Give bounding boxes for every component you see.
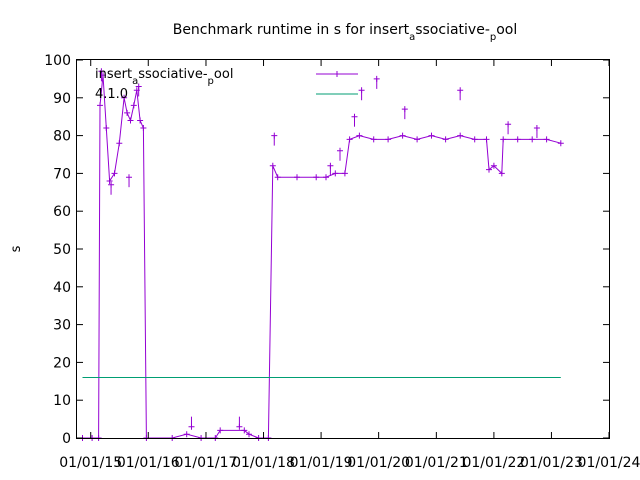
series-1-point-7 bbox=[111, 170, 118, 177]
y-tick-label-100: 100 bbox=[44, 53, 71, 69]
series-1-point-12 bbox=[130, 102, 137, 109]
series-1-point-40 bbox=[442, 136, 449, 143]
y-tick-label-10: 10 bbox=[53, 393, 71, 409]
legend-label-series-2: 4.1.0 bbox=[95, 87, 128, 102]
x-tick-label-01-01-19: 01/01/19 bbox=[290, 455, 353, 471]
x-tick-label-01-01-15: 01/01/15 bbox=[59, 455, 122, 471]
chart-title: Benchmark runtime in s for insertassocia… bbox=[173, 22, 518, 43]
x-tick-label-01-01-17: 01/01/17 bbox=[175, 455, 238, 471]
series-1-point-9 bbox=[121, 94, 128, 101]
y-tick-label-40: 40 bbox=[53, 280, 71, 296]
y-tick-label-30: 30 bbox=[53, 318, 71, 334]
x-tick-label-01-01-22: 01/01/22 bbox=[462, 455, 525, 471]
y-tick-label-90: 90 bbox=[53, 91, 71, 107]
series-1-point-44 bbox=[486, 166, 492, 173]
series-1-point-50 bbox=[543, 136, 550, 143]
series-1-point-46 bbox=[498, 170, 505, 177]
series-1-point-22 bbox=[241, 427, 248, 434]
series-1-point-5 bbox=[103, 125, 110, 131]
chart-title-sub2: p bbox=[490, 32, 496, 43]
legend-label-series-1: insertassociative-pool bbox=[95, 67, 233, 87]
y-tick-label-70: 70 bbox=[53, 166, 71, 182]
series-1-point-10 bbox=[124, 109, 131, 116]
series-1-point-3 bbox=[97, 102, 103, 109]
series-1-point-15 bbox=[140, 125, 147, 131]
series-1-point-29 bbox=[313, 174, 320, 181]
x-tick-label-01-01-20: 01/01/20 bbox=[347, 455, 410, 471]
x-tick-label-01-01-18: 01/01/18 bbox=[232, 455, 295, 471]
chart-title-mid: ssociative- bbox=[415, 22, 490, 38]
series-1-point-42 bbox=[471, 136, 478, 143]
series-1-point-21 bbox=[217, 427, 224, 434]
y-axis-ticks: 0 10 20 30 40 50 60 70 80 90 100 bbox=[44, 53, 609, 447]
series-1-point-28 bbox=[294, 174, 300, 181]
series-1-point-36 bbox=[385, 136, 392, 143]
series-1-point-47 bbox=[500, 136, 507, 143]
series-1-point-27 bbox=[274, 174, 281, 181]
x-axis-ticks: 01/01/1501/01/1601/01/1701/01/1801/01/19… bbox=[59, 60, 640, 471]
series-1-point-39 bbox=[428, 132, 435, 139]
x-tick-label-01-01-16: 01/01/16 bbox=[117, 455, 180, 471]
chart-title-tail: ool bbox=[496, 22, 517, 38]
series-1-point-11 bbox=[127, 117, 134, 124]
x-tick-label-01-01-24: 01/01/24 bbox=[578, 455, 640, 471]
series-1-point-51 bbox=[557, 140, 564, 147]
y-tick-label-80: 80 bbox=[53, 129, 71, 145]
series-1-point-34 bbox=[356, 132, 363, 139]
series-1-point-8 bbox=[116, 140, 123, 147]
legend-marker-series-1 bbox=[334, 71, 340, 77]
plot-area bbox=[79, 68, 564, 441]
series-1-point-49 bbox=[529, 136, 536, 143]
series-1-point-45 bbox=[490, 162, 497, 169]
y-tick-label-0: 0 bbox=[62, 431, 71, 447]
series-1-point-41 bbox=[457, 132, 464, 139]
series-1-point-14 bbox=[137, 117, 144, 124]
series-1-point-37 bbox=[399, 132, 406, 139]
y-tick-label-60: 60 bbox=[53, 204, 71, 220]
series-1-point-48 bbox=[514, 136, 521, 143]
series-1-point-43 bbox=[483, 136, 490, 143]
series-1-point-32 bbox=[341, 170, 348, 177]
series-1-point-31 bbox=[332, 170, 339, 177]
chart-title-main: Benchmark runtime in s for insert bbox=[173, 22, 410, 38]
series-1-point-38 bbox=[414, 136, 421, 143]
series-1-point-33 bbox=[346, 136, 353, 143]
series-1-point-18 bbox=[183, 431, 190, 438]
series-1-line bbox=[82, 75, 561, 439]
legend: insertassociative-pool 4.1.0 bbox=[95, 67, 358, 102]
x-tick-label-01-01-21: 01/01/21 bbox=[405, 455, 468, 471]
y-tick-label-50: 50 bbox=[53, 242, 71, 258]
y-tick-label-20: 20 bbox=[53, 355, 71, 371]
series-1-point-6 bbox=[106, 178, 113, 184]
series-1-point-30 bbox=[323, 174, 329, 181]
series-1-point-26 bbox=[269, 162, 276, 169]
series-1-point-23 bbox=[246, 431, 252, 438]
y-axis-label: s bbox=[9, 245, 24, 252]
chart-title-sub1: a bbox=[409, 32, 415, 43]
plot-frame bbox=[76, 59, 610, 439]
x-tick-label-01-01-23: 01/01/23 bbox=[520, 455, 583, 471]
series-1-point-35 bbox=[370, 136, 377, 143]
